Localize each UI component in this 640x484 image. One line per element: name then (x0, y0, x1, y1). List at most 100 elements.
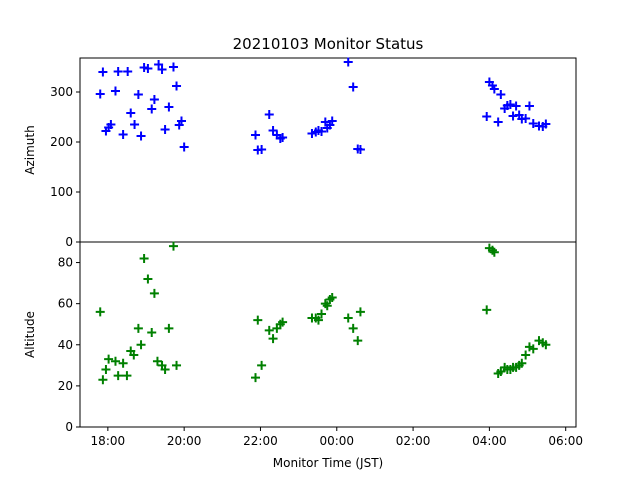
azimuth-panel: 0 100 200 300 Azimuth (23, 57, 577, 249)
altitude-point (482, 305, 492, 315)
altitude-point (172, 360, 182, 370)
altitude-point (164, 323, 174, 333)
altitude-point (160, 364, 170, 374)
altitude-panel: 0 20 40 60 80 Altitude (23, 241, 577, 434)
altitude-point (327, 293, 337, 302)
azimuth-point (106, 120, 116, 129)
azimuth-point (528, 119, 538, 128)
x-tick-label: 02:00 (396, 434, 431, 448)
azimuth-point (327, 116, 337, 126)
azimuth-point (168, 62, 178, 72)
x-axis: 18:00 20:00 22:00 00:00 02:00 04:00 06:00 (91, 427, 583, 448)
azimuth-point (157, 65, 167, 74)
azimuth-point (172, 81, 182, 91)
altitude-point (118, 358, 128, 368)
altitude-point (353, 336, 363, 346)
azimuth-point (164, 102, 174, 112)
azimuth-y-tick-label: 300 (50, 85, 73, 99)
azimuth-point (149, 95, 159, 104)
azimuth-point (160, 125, 170, 134)
altitude-point (257, 360, 267, 370)
altitude-point (152, 356, 162, 366)
altitude-point (517, 358, 527, 368)
azimuth-point (264, 110, 274, 119)
altitude-point (317, 309, 327, 319)
altitude-y-tick-label: 0 (65, 420, 73, 434)
altitude-point (110, 356, 120, 366)
azimuth-point (541, 119, 551, 129)
altitude-point (113, 371, 123, 381)
altitude-point (489, 247, 499, 257)
azimuth-point (524, 101, 534, 111)
altitude-point (147, 327, 157, 337)
altitude-point (168, 241, 178, 251)
azimuth-axis-label: Azimuth (23, 125, 37, 174)
x-tick-label: 20:00 (167, 434, 202, 448)
altitude-point (95, 307, 105, 317)
altitude-point (313, 315, 323, 325)
azimuth-point (317, 127, 327, 136)
azimuth-y-tick-label: 100 (50, 185, 73, 199)
azimuth-point (489, 84, 499, 94)
azimuth-point (130, 120, 140, 129)
azimuth-frame (79, 57, 577, 243)
chart-title: 20210103 Monitor Status (233, 35, 424, 53)
altitude-point (149, 288, 159, 298)
altitude-point (101, 364, 111, 374)
altitude-point (133, 323, 143, 333)
altitude-point (98, 375, 108, 385)
x-tick-label: 18:00 (91, 434, 126, 448)
altitude-point (264, 325, 274, 335)
altitude-point (104, 354, 114, 364)
azimuth-point (355, 145, 365, 154)
azimuth-point (98, 67, 108, 77)
azimuth-point (176, 116, 186, 126)
x-tick-label: 04:00 (472, 434, 507, 448)
altitude-axis-label: Altitude (23, 311, 37, 358)
x-axis-label: Monitor Time (JST) (273, 456, 383, 470)
x-tick-label: 00:00 (319, 434, 354, 448)
azimuth-point (505, 100, 515, 109)
altitude-point (139, 253, 149, 263)
azimuth-point (251, 130, 261, 140)
altitude-y-tick-label: 20 (58, 379, 73, 393)
altitude-y-tick-label: 80 (58, 256, 73, 270)
azimuth-point (143, 64, 153, 73)
azimuth-point (136, 131, 146, 141)
azimuth-point (257, 145, 267, 154)
x-tick-label: 06:00 (548, 434, 583, 448)
azimuth-point (179, 142, 189, 152)
azimuth-point (113, 67, 123, 76)
azimuth-point (348, 82, 358, 92)
azimuth-point (123, 67, 133, 76)
altitude-point (251, 373, 261, 383)
azimuth-point (278, 133, 288, 142)
azimuth-point (343, 57, 353, 67)
azimuth-point (482, 112, 492, 121)
altitude-point (343, 313, 353, 323)
altitude-point (122, 371, 132, 381)
altitude-point (278, 317, 288, 327)
altitude-y-tick-label: 40 (58, 338, 73, 352)
altitude-point (143, 274, 153, 284)
azimuth-point (154, 60, 164, 69)
azimuth-point (126, 108, 136, 118)
azimuth-point (147, 104, 157, 114)
altitude-point (268, 334, 278, 344)
azimuth-y-tick-label: 0 (65, 235, 73, 249)
altitude-point (348, 323, 358, 333)
altitude-frame (79, 241, 577, 428)
azimuth-point (110, 86, 120, 96)
azimuth-point (133, 90, 143, 99)
azimuth-y-tick-label: 200 (50, 135, 73, 149)
altitude-point (521, 350, 531, 360)
azimuth-point (493, 117, 503, 127)
altitude-point (136, 340, 146, 350)
altitude-point (355, 307, 365, 317)
azimuth-point (95, 89, 105, 99)
altitude-point (541, 340, 551, 350)
altitude-point (528, 344, 538, 354)
altitude-point (129, 350, 139, 360)
altitude-point (322, 301, 332, 311)
